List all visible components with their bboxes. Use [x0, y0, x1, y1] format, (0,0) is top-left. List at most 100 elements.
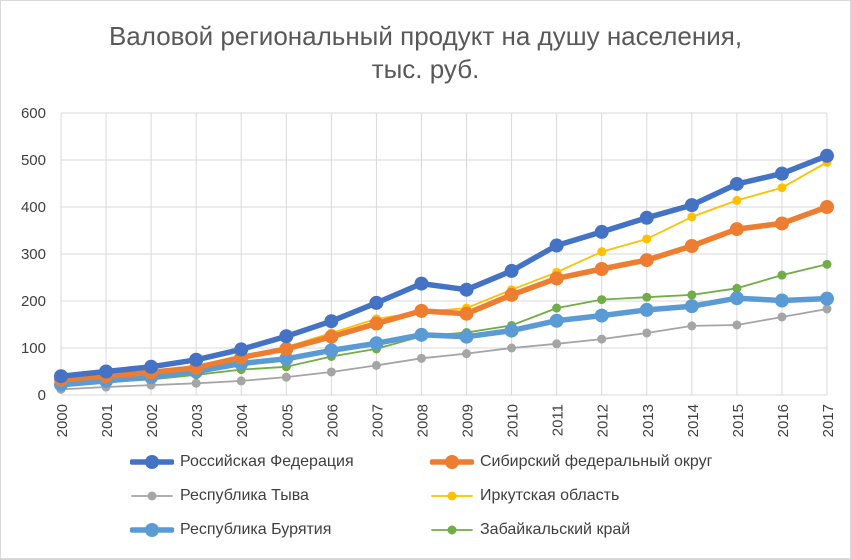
- data-point-5-2012: [597, 295, 607, 305]
- legend-label-4: Республика Бурятия: [180, 521, 332, 538]
- y-tick-label-3: 300: [21, 246, 46, 263]
- data-point-1-2017: [820, 200, 834, 214]
- legend-item-2: Республика Тыва: [130, 483, 309, 509]
- data-point-5-2013: [642, 292, 652, 302]
- data-point-2-2016: [777, 312, 787, 322]
- x-tick-label-2003: 2003: [189, 404, 206, 437]
- legend-item-1: Сибирский федеральный округ: [430, 449, 712, 475]
- x-tick-label-2006: 2006: [324, 404, 341, 437]
- data-point-2-2011: [552, 339, 562, 349]
- legend-swatch-icon-1: [430, 455, 474, 469]
- series-0: [54, 148, 834, 384]
- data-point-1-2008: [414, 303, 429, 318]
- data-point-5-2011: [552, 303, 562, 313]
- data-point-0-2016: [774, 166, 789, 181]
- legend-swatch-marker-1: [445, 455, 459, 469]
- series-4: [54, 291, 834, 392]
- chart-title-line-2: тыс. руб.: [371, 54, 480, 84]
- series-lines: [54, 148, 834, 394]
- data-point-4-2013: [639, 302, 654, 317]
- data-point-2-2005: [281, 372, 291, 382]
- data-point-0-2000: [54, 369, 68, 384]
- x-tick-label-2016: 2016: [775, 404, 792, 437]
- data-point-1-2007: [369, 316, 384, 331]
- data-point-2-2017: [822, 304, 832, 314]
- data-point-3-2012: [597, 247, 607, 257]
- chart-title-line-1: Валовой региональный продукт на душу нас…: [108, 21, 743, 51]
- x-tick-label-2000: 2000: [54, 404, 71, 437]
- data-point-1-2010: [504, 287, 519, 302]
- data-point-3-2013: [642, 234, 652, 244]
- data-point-4-2015: [729, 291, 744, 306]
- series-line-4: [58, 295, 830, 388]
- data-point-4-2011: [549, 313, 564, 328]
- x-tick-label-2011: 2011: [550, 404, 567, 436]
- y-tick-label-6: 600: [21, 105, 46, 122]
- data-point-1-2014: [684, 239, 699, 254]
- legend-swatch-icon-2: [131, 491, 173, 501]
- y-tick-label-0: 0: [38, 387, 46, 404]
- data-point-2-2006: [326, 367, 336, 377]
- data-point-5-2015: [732, 283, 742, 293]
- x-tick-label-2001: 2001: [99, 404, 116, 437]
- data-point-2-2010: [507, 343, 517, 353]
- x-tick-label-2007: 2007: [369, 404, 386, 437]
- data-point-4-2010: [504, 323, 519, 338]
- legend-swatch-marker-2: [147, 491, 157, 501]
- data-point-2-2009: [462, 349, 472, 359]
- x-tick-label-2005: 2005: [279, 404, 296, 437]
- data-point-2-2012: [597, 334, 607, 344]
- data-point-0-2017: [820, 148, 834, 163]
- data-point-2-2004: [236, 376, 246, 386]
- data-point-1-2009: [459, 306, 474, 321]
- data-point-3-2014: [687, 212, 697, 222]
- legend-item-4: Республика Бурятия: [130, 517, 331, 543]
- data-point-0-2004: [234, 342, 249, 357]
- data-point-0-2003: [189, 352, 204, 367]
- x-tick-label-2017: 2017: [820, 404, 837, 437]
- y-tick-label-2: 200: [21, 293, 46, 310]
- data-point-0-2015: [729, 176, 744, 191]
- series-2: [56, 304, 832, 394]
- data-point-4-2014: [684, 299, 699, 314]
- x-tick-label-2015: 2015: [730, 404, 747, 437]
- data-point-4-2009: [459, 329, 474, 344]
- legend-label-3: Иркутская область: [480, 487, 620, 504]
- data-point-1-2015: [729, 222, 744, 237]
- data-point-4-2007: [369, 336, 384, 351]
- data-point-4-2005: [279, 351, 294, 366]
- legend-item-0: Российская Федерация: [130, 449, 354, 475]
- legend-label-5: Забайкальский край: [480, 521, 631, 538]
- legend-swatch-marker-0: [145, 455, 159, 469]
- data-point-0-2010: [504, 263, 519, 278]
- data-point-1-2012: [594, 262, 609, 277]
- data-point-2-2003: [191, 378, 201, 388]
- legend-item-5: Забайкальский край: [430, 517, 630, 543]
- series-line-2: [60, 308, 828, 391]
- legend-label-2: Республика Тыва: [180, 487, 309, 504]
- data-point-4-2006: [324, 343, 339, 358]
- legend-swatch-icon-5: [431, 525, 473, 535]
- legend-swatch-marker-4: [145, 523, 159, 537]
- series-line-0: [58, 153, 830, 379]
- data-point-0-2001: [99, 364, 114, 379]
- data-point-1-2005: [279, 341, 294, 356]
- data-point-3-2016: [777, 183, 787, 193]
- legend-swatch-marker-3: [447, 491, 457, 501]
- legend-swatch-icon-4: [130, 523, 174, 537]
- data-point-0-2008: [414, 276, 429, 291]
- data-point-4-2008: [414, 327, 429, 342]
- x-tick-label-2014: 2014: [685, 404, 702, 437]
- data-point-1-2013: [639, 253, 654, 268]
- x-tick-label-2013: 2013: [640, 404, 657, 437]
- data-point-2-2013: [642, 328, 652, 338]
- data-point-5-2017: [822, 259, 832, 269]
- y-tick-label-5: 500: [21, 152, 46, 169]
- data-point-3-2015: [732, 195, 742, 205]
- legend-label-0: Российская Федерация: [180, 453, 354, 470]
- data-point-0-2014: [684, 198, 699, 213]
- data-point-5-2016: [777, 270, 787, 280]
- legend-item-3: Иркутская область: [430, 483, 619, 509]
- x-tick-label-2009: 2009: [460, 404, 477, 437]
- x-tick-label-2004: 2004: [234, 404, 251, 437]
